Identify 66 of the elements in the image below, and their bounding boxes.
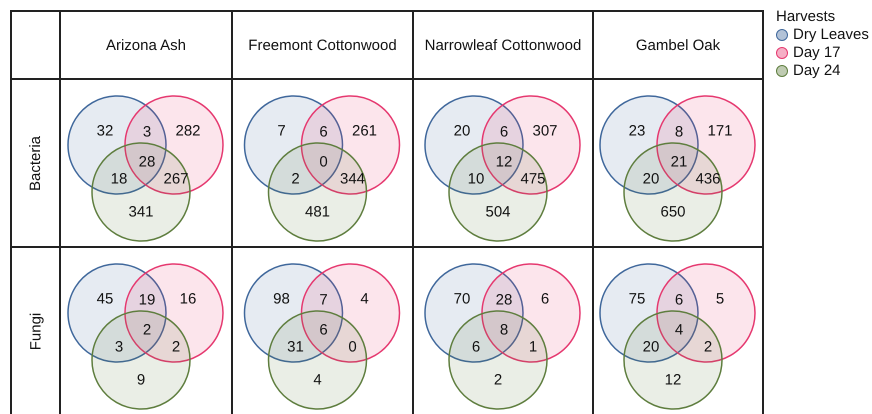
text: Arizona Ash <box>106 36 186 54</box>
text: Bacteria <box>27 135 44 191</box>
data-label: 20 <box>642 170 660 188</box>
data-label: 650 <box>660 204 686 220</box>
data-label: 19 <box>138 292 156 308</box>
data-label: 282 <box>175 122 201 140</box>
data-label: 267 <box>163 170 189 188</box>
data-label: 6 <box>540 290 550 308</box>
data-label: 0 <box>348 338 357 356</box>
data-label: 28 <box>496 292 512 308</box>
data-label: 3 <box>114 338 124 356</box>
data-label: 8 <box>500 322 508 338</box>
data-label: 2 <box>291 170 300 188</box>
data-label: 341 <box>128 204 154 220</box>
data-label: 504 <box>485 204 511 220</box>
data-label: 6 <box>500 124 508 140</box>
data-label: 31 <box>287 338 304 356</box>
data-label: 98 <box>273 290 290 308</box>
text: Fungi <box>27 312 44 350</box>
legend-label: Day 24 <box>793 62 841 80</box>
data-label: 75 <box>628 290 646 308</box>
data-label: 12 <box>496 154 512 170</box>
data-label: 4 <box>674 322 684 338</box>
data-label: 4 <box>360 290 369 308</box>
data-label: 5 <box>716 290 724 308</box>
data-label: 2 <box>172 338 180 356</box>
data-label: 307 <box>532 122 558 140</box>
data-label: 344 <box>340 170 366 188</box>
data-label: 2 <box>704 338 712 356</box>
data-label: 7 <box>319 292 328 308</box>
data-label: 436 <box>695 170 721 188</box>
text: Narrowleaf Cottonwood <box>424 36 582 54</box>
data-label: 481 <box>304 204 330 220</box>
data-label: 261 <box>352 122 378 140</box>
data-label: 21 <box>670 154 688 170</box>
data-label: 6 <box>319 322 328 338</box>
data-label: 1 <box>528 338 538 356</box>
data-label: 6 <box>674 292 684 308</box>
data-label: 0 <box>319 154 328 170</box>
data-label: 3 <box>142 124 152 140</box>
data-label: 8 <box>674 124 684 140</box>
data-label: 171 <box>707 122 733 140</box>
legend-title: Harvests <box>776 8 836 26</box>
data-label: 16 <box>180 290 196 308</box>
data-label: 6 <box>472 338 480 356</box>
text: Freemont Cottonwood <box>248 36 397 54</box>
legend-label: Dry Leaves <box>793 26 869 44</box>
data-label: 4 <box>313 372 322 388</box>
data-label: 12 <box>664 372 682 388</box>
data-label: 18 <box>110 170 128 188</box>
data-label: 32 <box>96 122 114 140</box>
data-label: 20 <box>454 122 470 140</box>
data-label: 28 <box>138 154 156 170</box>
data-label: 20 <box>642 338 660 356</box>
data-label: 45 <box>96 290 114 308</box>
data-label: 9 <box>136 372 146 388</box>
data-label: 475 <box>520 170 546 188</box>
data-label: 2 <box>494 372 502 388</box>
legend-label: Day 17 <box>793 44 841 62</box>
data-label: 70 <box>454 290 470 308</box>
data-label: 2 <box>142 322 152 338</box>
data-label: 10 <box>468 170 484 188</box>
data-label: 23 <box>628 122 646 140</box>
data-label: 7 <box>277 122 286 140</box>
text: Gambel Oak <box>636 36 720 54</box>
data-label: 6 <box>319 124 328 140</box>
